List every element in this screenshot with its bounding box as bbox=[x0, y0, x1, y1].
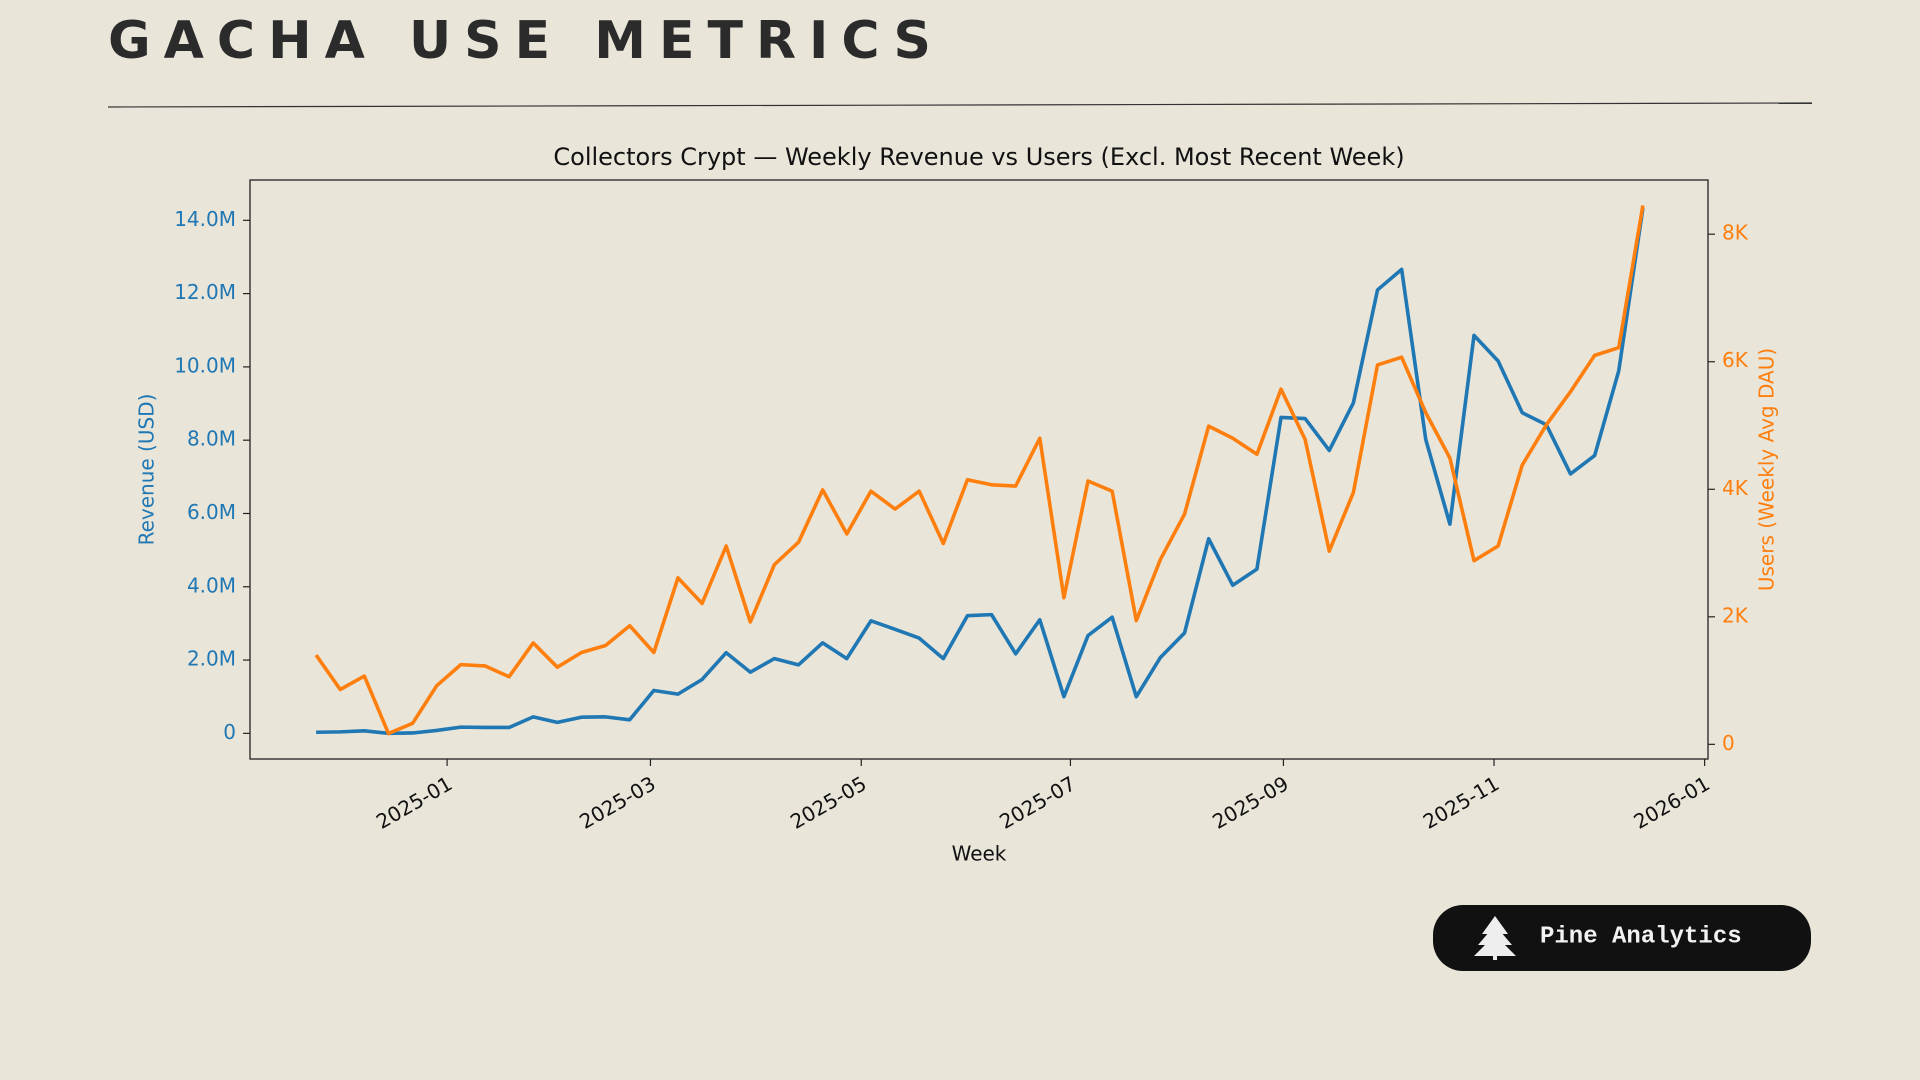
y-tick-label: 2.0M bbox=[187, 647, 236, 671]
y2-tick-label: 8K bbox=[1722, 221, 1749, 245]
x-tick-label: 2026-01 bbox=[1629, 771, 1713, 834]
x-tick-label: 2025-03 bbox=[575, 771, 659, 834]
y-tick-label: 12.0M bbox=[174, 280, 236, 304]
page-title: GACHA USE METRICS bbox=[108, 11, 944, 71]
y-tick-label: 8.0M bbox=[187, 427, 236, 451]
series-line bbox=[316, 207, 1645, 736]
series-line bbox=[314, 205, 1645, 736]
badge-background bbox=[1433, 905, 1811, 971]
y2-tick-label: 6K bbox=[1722, 348, 1749, 372]
x-tick-label: 2025-09 bbox=[1208, 771, 1292, 834]
x-tick-label: 2025-11 bbox=[1419, 771, 1503, 834]
tree-icon bbox=[1474, 916, 1516, 960]
y-tick-label: 0 bbox=[223, 720, 236, 744]
plot-frame bbox=[249, 179, 1709, 760]
x-tick-label: 2025-01 bbox=[372, 771, 456, 834]
y-tick-label: 4.0M bbox=[187, 573, 236, 597]
y2-axis-label: Users (Weekly Avg DAU) bbox=[1755, 348, 1779, 591]
y2-tick-label: 4K bbox=[1722, 476, 1749, 500]
y-axis-label: Revenue (USD) bbox=[135, 394, 159, 546]
x-axis-label: Week bbox=[952, 842, 1007, 866]
chart-title: Collectors Crypt — Weekly Revenue vs Use… bbox=[553, 143, 1404, 171]
y2-tick-label: 2K bbox=[1722, 603, 1749, 627]
y-tick-label: 14.0M bbox=[174, 207, 236, 231]
x-tick-label: 2025-05 bbox=[786, 771, 870, 834]
divider bbox=[107, 102, 1813, 108]
y2-tick-label: 0 bbox=[1722, 731, 1735, 755]
x-tick-label: 2025-07 bbox=[995, 771, 1079, 834]
y-tick-label: 10.0M bbox=[174, 353, 236, 377]
badge: Pine Analytics bbox=[1433, 905, 1811, 971]
badge-text: Pine Analytics bbox=[1540, 923, 1742, 950]
y-tick-label: 6.0M bbox=[187, 500, 236, 524]
